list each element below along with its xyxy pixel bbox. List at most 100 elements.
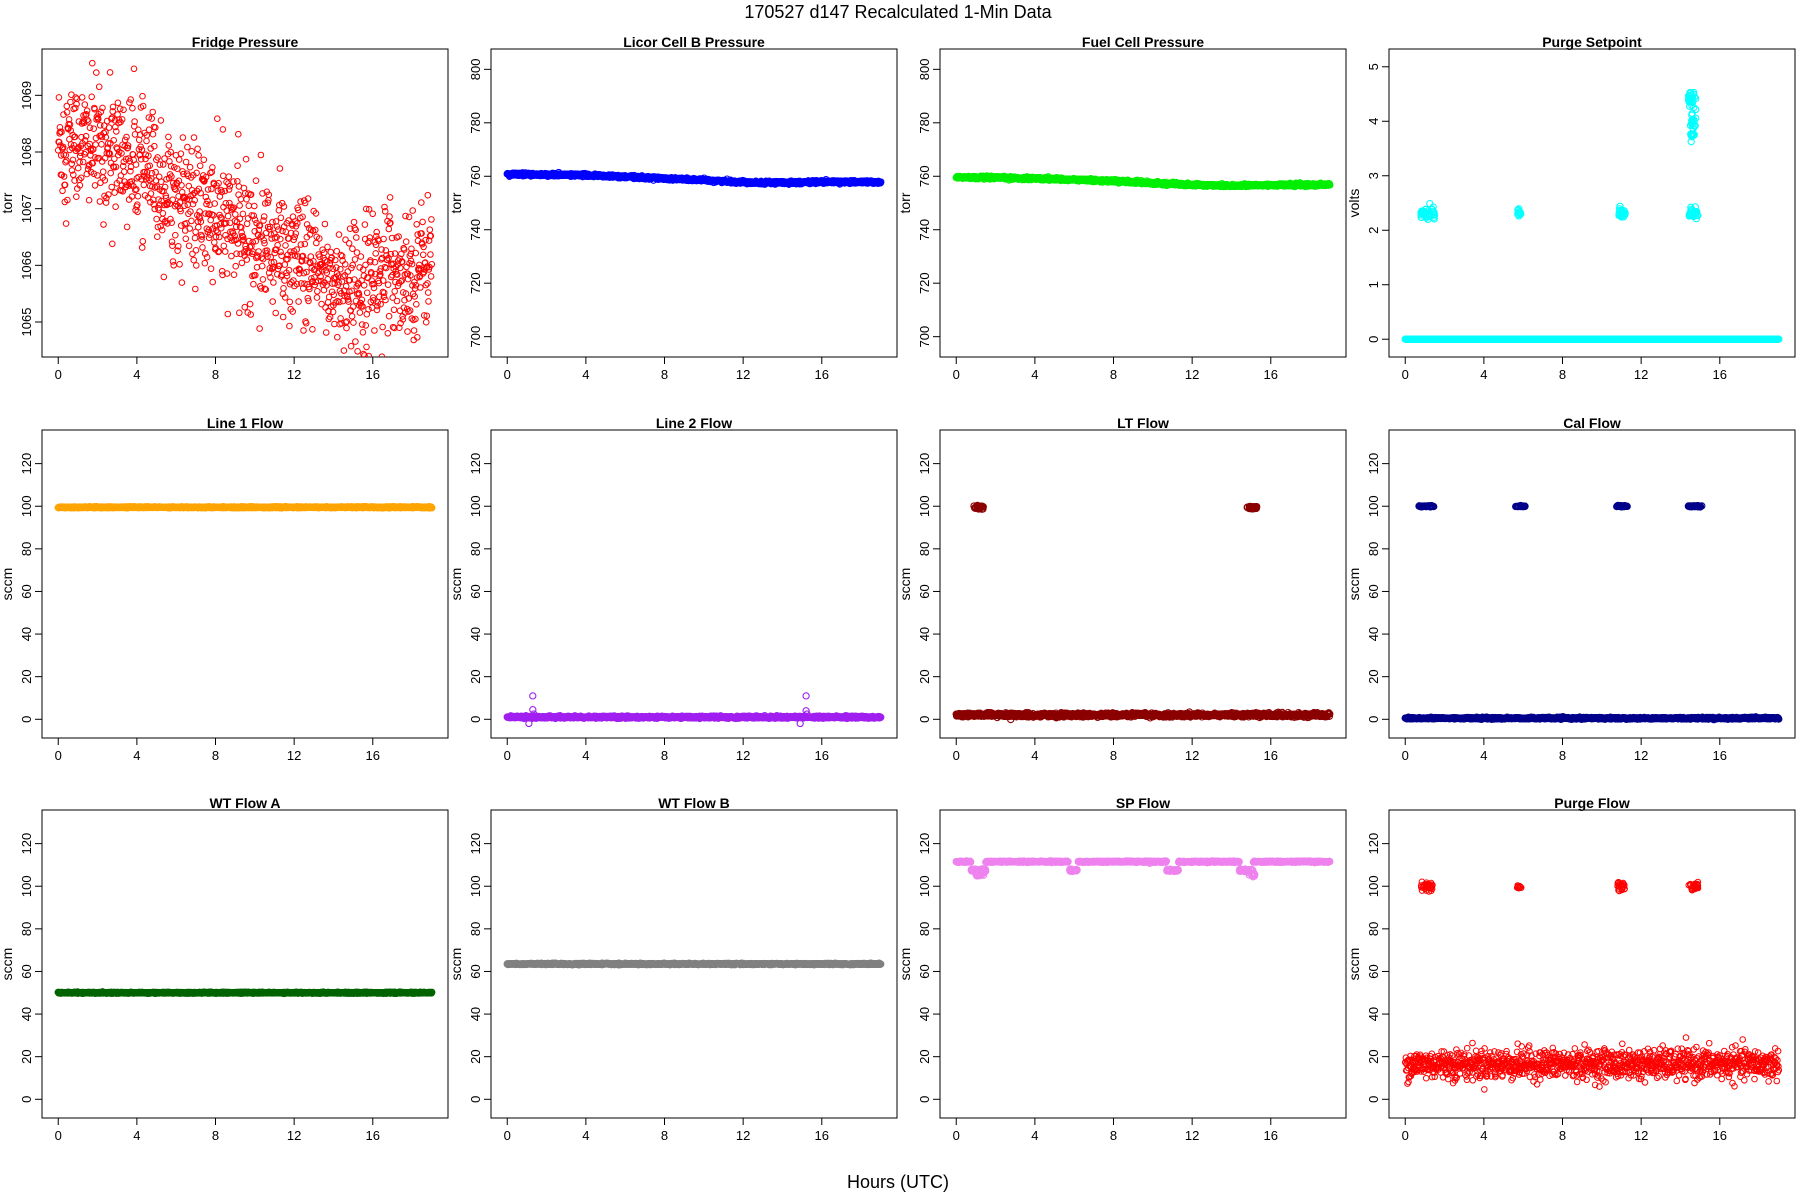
y-tick-label: 1068: [19, 138, 34, 167]
data-point: [1685, 93, 1693, 101]
data-point: [215, 248, 223, 255]
data-point: [93, 69, 100, 76]
data-point: [329, 265, 337, 273]
data-point: [362, 205, 370, 213]
data-point: [1616, 202, 1624, 210]
data-point: [401, 296, 408, 304]
data-point: [216, 233, 223, 241]
data-point: [398, 258, 406, 265]
data-points: [1401, 88, 1783, 343]
data-point: [219, 271, 226, 279]
y-tick-label: 780: [917, 112, 932, 134]
data-point: [418, 230, 425, 237]
data-point: [199, 244, 206, 251]
data-point: [171, 164, 178, 171]
x-tick-label: 12: [287, 748, 301, 763]
data-point: [382, 296, 389, 304]
data-point: [287, 229, 295, 237]
data-point: [297, 241, 305, 248]
data-point: [389, 294, 397, 301]
data-point: [132, 161, 140, 168]
data-point: [164, 220, 171, 227]
x-tick-label: 4: [1031, 367, 1038, 382]
data-point: [312, 210, 320, 217]
data-point: [118, 150, 125, 157]
data-point: [275, 226, 282, 233]
data-point: [191, 234, 199, 242]
data-point: [256, 325, 263, 332]
data-point: [313, 239, 320, 247]
data-point: [292, 230, 300, 237]
data-point: [262, 286, 270, 293]
y-tick-label: 780: [468, 112, 483, 134]
data-point: [237, 250, 244, 258]
data-point: [210, 212, 217, 219]
data-point: [257, 151, 265, 159]
data-point: [291, 252, 299, 259]
y-tick-label: 740: [468, 219, 483, 241]
data-point: [405, 213, 413, 221]
y-tick-label: 4: [1366, 118, 1381, 125]
data-point: [339, 273, 347, 280]
data-point: [229, 205, 236, 212]
data-point: [340, 347, 348, 354]
data-point: [298, 257, 306, 264]
data-point: [149, 130, 157, 138]
data-point: [341, 261, 349, 268]
data-point: [314, 288, 321, 295]
data-point: [222, 200, 230, 207]
data-point: [185, 242, 193, 250]
data-point: [362, 322, 370, 329]
data-point: [427, 251, 434, 258]
data-point: [387, 250, 395, 258]
data-point: [1417, 209, 1426, 218]
data-point: [120, 168, 128, 176]
panel-title: Licor Cell B Pressure: [623, 34, 765, 50]
data-point: [362, 261, 369, 269]
data-point: [132, 186, 139, 194]
data-point: [273, 223, 281, 230]
data-point: [407, 250, 415, 258]
data-point: [228, 252, 235, 260]
data-point: [380, 289, 388, 297]
data-point: [186, 163, 194, 171]
data-point: [198, 233, 206, 240]
data-point: [279, 313, 287, 321]
data-point: [420, 312, 428, 319]
data-point: [409, 207, 417, 214]
y-axis-label: torr: [448, 192, 464, 213]
data-point: [273, 233, 280, 241]
data-point: [105, 191, 112, 198]
data-point: [324, 243, 331, 251]
data-point: [151, 142, 158, 150]
data-point: [411, 293, 419, 300]
data-point: [105, 124, 113, 131]
data-point: [293, 246, 301, 253]
data-point: [214, 187, 222, 195]
x-tick-label: 4: [1480, 367, 1487, 382]
data-point: [196, 208, 203, 215]
data-point: [85, 196, 93, 204]
data-point: [188, 148, 195, 155]
data-point: [62, 220, 70, 227]
data-point: [164, 199, 172, 206]
data-point: [194, 145, 201, 153]
data-point: [417, 284, 424, 291]
data-point: [198, 236, 205, 243]
data-point: [152, 124, 159, 131]
data-point: [243, 256, 251, 263]
data-point: [376, 272, 383, 280]
data-point: [195, 152, 202, 159]
data-point: [178, 279, 186, 286]
data-point: [247, 191, 255, 198]
y-tick-label: 1069: [19, 81, 34, 110]
data-point: [353, 283, 361, 290]
data-point: [167, 148, 174, 156]
data-point: [67, 98, 74, 106]
data-point: [124, 144, 132, 152]
data-point: [252, 271, 259, 279]
data-point: [330, 291, 338, 299]
data-point: [96, 122, 104, 129]
